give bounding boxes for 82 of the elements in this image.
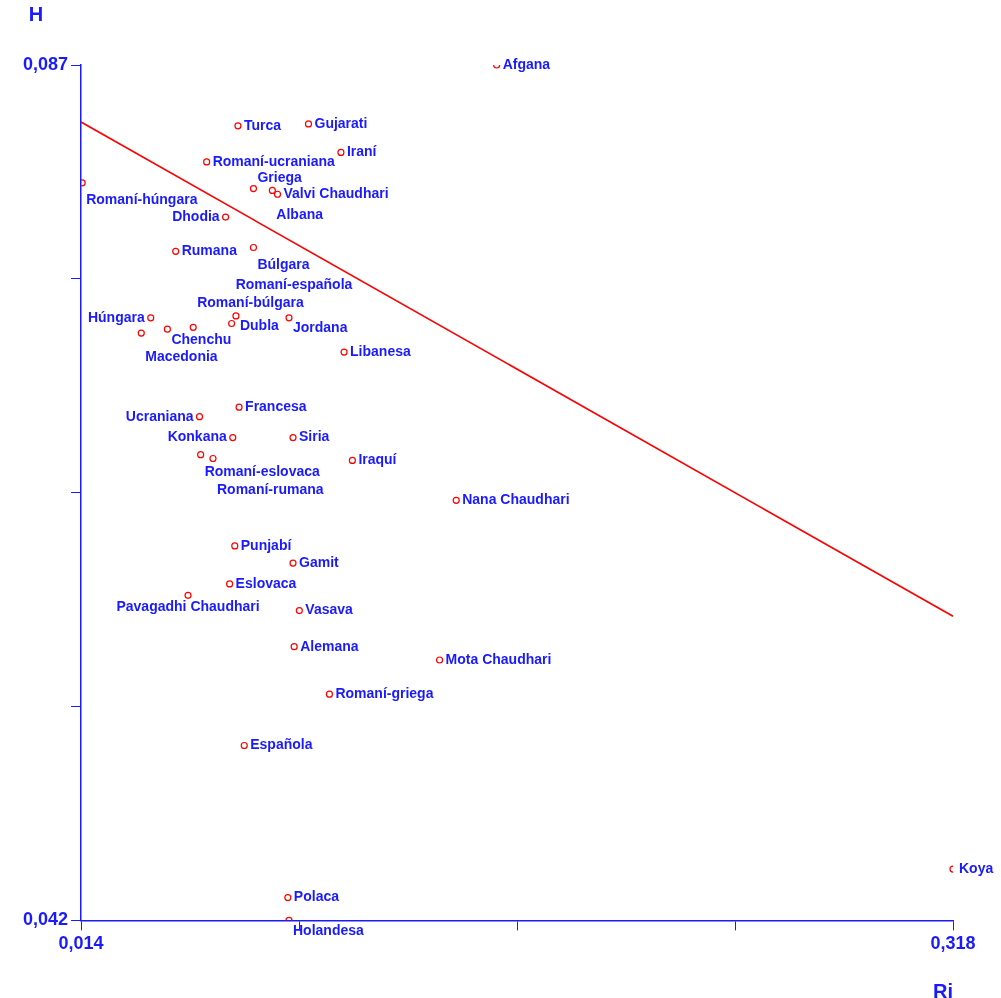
annotation: Nana Chaudhari xyxy=(462,491,570,508)
point xyxy=(195,413,204,421)
annotation: Afgana xyxy=(502,55,551,72)
point xyxy=(163,325,171,333)
annotation: Mota Chaudhari xyxy=(445,650,552,667)
annotation: Libanesa xyxy=(350,342,411,359)
point xyxy=(295,606,303,615)
point xyxy=(289,559,297,567)
annotation: Pavagadhi Chaudhari xyxy=(116,597,260,614)
annotation: Polaca xyxy=(293,888,340,905)
point xyxy=(226,580,234,588)
annotation: Vasava xyxy=(305,601,354,618)
point xyxy=(222,213,230,221)
point xyxy=(228,319,236,328)
annotation: Húngara xyxy=(87,308,145,325)
point xyxy=(452,496,460,504)
point xyxy=(203,158,211,166)
annotation: Eslovaca xyxy=(235,574,297,591)
annotation: Francesa xyxy=(245,398,307,415)
x-axis-title: Ri xyxy=(933,979,953,998)
annotation: Romaní-ucraniana xyxy=(212,152,336,169)
annotation: Koya xyxy=(959,859,994,876)
annotation: Dhodia xyxy=(172,207,220,224)
point xyxy=(232,312,240,320)
point xyxy=(189,323,197,331)
annotation: Gamit xyxy=(299,553,340,570)
point xyxy=(209,454,217,463)
annotation: Gujarati xyxy=(314,114,368,131)
point xyxy=(229,433,237,442)
annotation: Rumana xyxy=(181,242,238,259)
point xyxy=(249,243,258,252)
annotation: Konkana xyxy=(167,428,227,445)
point xyxy=(273,190,282,198)
point xyxy=(435,656,444,664)
point xyxy=(197,451,205,459)
annotation: Iraquí xyxy=(358,451,398,468)
annotation: Romaní-húngara xyxy=(86,191,198,208)
point xyxy=(249,184,258,193)
point xyxy=(137,329,145,337)
point xyxy=(290,643,298,651)
x-tick-label: 0,318 xyxy=(930,933,976,954)
annotation: Dubla xyxy=(239,317,280,334)
y-tick-label: 0,087 xyxy=(23,53,69,74)
point xyxy=(289,433,297,442)
annotation: Macedonia xyxy=(145,348,218,365)
annotation: Alemana xyxy=(300,637,359,654)
point xyxy=(285,314,293,322)
annotation: Romaní-española xyxy=(235,275,353,292)
y-axis-title: H xyxy=(28,2,44,25)
point xyxy=(240,741,248,750)
annotation: Jordana xyxy=(292,319,348,336)
annotation: Siria xyxy=(299,428,330,445)
annotation: Ucraniana xyxy=(125,407,194,424)
annotation: Albana xyxy=(276,205,324,222)
point xyxy=(231,542,239,550)
y-tick-label: 0,042 xyxy=(23,909,69,930)
annotation: Romaní-griega xyxy=(335,685,434,702)
point xyxy=(284,893,292,902)
annotation: Española xyxy=(250,736,313,753)
annotation: Valvi Chaudhari xyxy=(283,185,389,202)
annotation: Romaní-rumana xyxy=(216,480,324,497)
point xyxy=(184,591,192,599)
annotation: Romaní-búlgara xyxy=(197,293,304,310)
point xyxy=(325,690,334,698)
point xyxy=(337,148,345,157)
annotation: Turca xyxy=(243,116,282,133)
annotation: Romaní-eslovaca xyxy=(204,463,321,480)
annotation: Griega xyxy=(257,168,302,185)
point xyxy=(340,348,348,356)
point xyxy=(234,122,242,130)
point xyxy=(147,314,155,322)
annotation: Holandesa xyxy=(292,921,365,938)
point xyxy=(268,186,276,195)
annotation: Búlgara xyxy=(257,255,310,272)
annotation: Punjabí xyxy=(240,536,293,553)
annotation: Chenchu xyxy=(171,330,232,347)
point xyxy=(235,403,243,411)
annotation: Iraní xyxy=(346,143,378,160)
x-tick-label: 0,014 xyxy=(58,933,104,954)
point xyxy=(172,247,180,255)
point xyxy=(348,456,356,464)
point xyxy=(304,120,313,128)
